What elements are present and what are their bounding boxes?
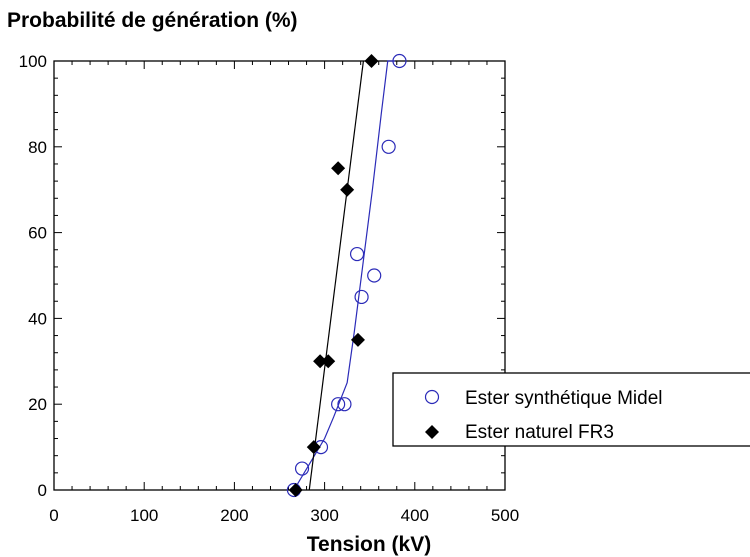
data-point-series-1: [294, 461, 310, 476]
data-point-series-2: [331, 161, 346, 176]
data-point-series-1: [381, 139, 396, 154]
x-tick-label: 400: [401, 506, 429, 525]
data-point-series-2: [288, 483, 303, 497]
x-tick-label: 100: [130, 506, 158, 525]
data-points: [286, 53, 407, 498]
data-point-series-2: [321, 354, 336, 369]
y-tick-label: 80: [28, 138, 47, 157]
x-axis-title: Tension (kV): [307, 533, 431, 556]
data-point-series-1: [392, 53, 407, 69]
x-tick-label: 0: [49, 506, 58, 525]
data-point-series-2: [350, 332, 365, 347]
data-point-series-2: [364, 54, 379, 68]
data-point-series-1: [331, 397, 346, 412]
y-tick-label: 60: [28, 224, 47, 243]
data-point-series-2: [306, 440, 321, 455]
legend-label-fr3: Ester naturel FR3: [465, 422, 614, 443]
data-point-series-2: [313, 354, 328, 369]
data-point-series-2: [340, 182, 355, 197]
chart-title: Probabilité de génération (%): [7, 9, 298, 32]
x-tick-label: 300: [310, 506, 338, 525]
x-tick-label: 500: [491, 506, 519, 525]
legend-label-midel: Ester synthétique Midel: [465, 388, 663, 409]
legend: Ester synthétique Midel Ester naturel FR…: [392, 372, 750, 447]
fit-line-series-1: [293, 60, 395, 491]
fit-lines: [293, 60, 395, 491]
y-tick-label: 100: [19, 52, 47, 71]
y-tick-label: 0: [38, 481, 47, 500]
y-tick-label: 40: [28, 309, 47, 328]
legend-box: [392, 372, 750, 447]
legend-marker-fr3: [425, 425, 439, 439]
legend-marker-midel: [424, 389, 440, 405]
fit-line-series-2: [308, 60, 364, 491]
data-point-series-1: [349, 246, 365, 262]
data-point-series-1: [337, 397, 352, 412]
data-point-series-1: [354, 289, 369, 305]
data-point-series-1: [367, 268, 382, 283]
x-tick-label: 200: [220, 506, 248, 525]
axis-ticks: 0 100 200 300 400 500 0 20 40 60 80 100: [19, 52, 520, 525]
y-tick-label: 20: [28, 395, 47, 414]
plot-frame: [53, 60, 506, 491]
